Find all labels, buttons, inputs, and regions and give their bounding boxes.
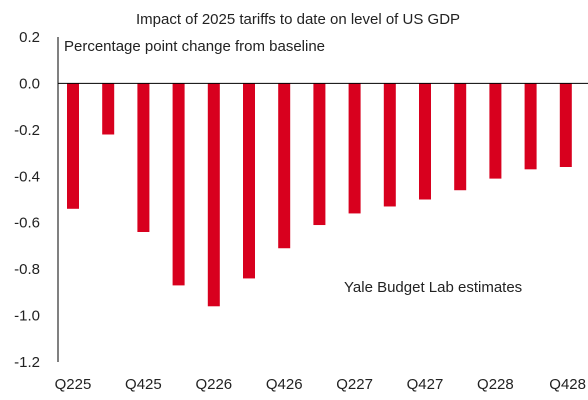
x-tick-label-q427: Q427 — [407, 376, 444, 393]
bar-q127 — [313, 83, 326, 226]
chart-title: Impact of 2025 tariffs to date on level … — [136, 11, 460, 28]
x-tick-label-q228: Q228 — [477, 376, 514, 393]
y-tick-labels: 0.2 0.0 -0.2 -0.4 -0.6 -0.8 -1.0 -1.2 — [14, 29, 40, 371]
x-tick-label-q226: Q226 — [195, 376, 232, 393]
y-tick-label: -1.2 — [14, 354, 40, 371]
bar-q225 — [67, 83, 79, 209]
x-tick-label-q426: Q426 — [266, 376, 303, 393]
y-tick-label: 0.2 — [19, 29, 40, 46]
bar-q328 — [524, 83, 537, 170]
bar-q427 — [419, 83, 431, 200]
y-tick-label: -0.8 — [14, 261, 40, 278]
x-tick-label-q225: Q225 — [55, 376, 92, 393]
bar-q126 — [172, 83, 185, 286]
x-tick-label-q425: Q425 — [125, 376, 162, 393]
y-tick-label: 0.0 — [19, 75, 40, 92]
bar-q226 — [207, 83, 220, 307]
bar-q425 — [137, 83, 150, 233]
y-tick-label: -1.0 — [14, 308, 40, 325]
chart-annotation: Yale Budget Lab estimates — [344, 279, 522, 296]
y-tick-label: -0.6 — [14, 215, 40, 232]
bar-q325 — [102, 83, 115, 135]
bar-q227 — [348, 83, 361, 214]
bar-q428 — [559, 83, 572, 167]
y-tick-label: -0.4 — [14, 168, 40, 185]
axes-group — [57, 37, 588, 362]
x-tick-label-q227: Q227 — [336, 376, 373, 393]
y-tick-label: -0.2 — [14, 122, 40, 139]
bar-q426 — [278, 83, 291, 249]
x-tick-labels: Q225 Q425 Q226 Q426 Q227 Q427 Q228 Q428 — [55, 376, 586, 393]
x-tick-label-q428: Q428 — [549, 376, 586, 393]
bar-q326 — [243, 83, 255, 279]
bars-group — [67, 83, 572, 307]
bar-q128 — [454, 83, 467, 191]
bar-q327 — [383, 83, 396, 207]
chart-subtitle: Percentage point change from baseline — [64, 38, 325, 55]
bar-q228 — [489, 83, 502, 179]
